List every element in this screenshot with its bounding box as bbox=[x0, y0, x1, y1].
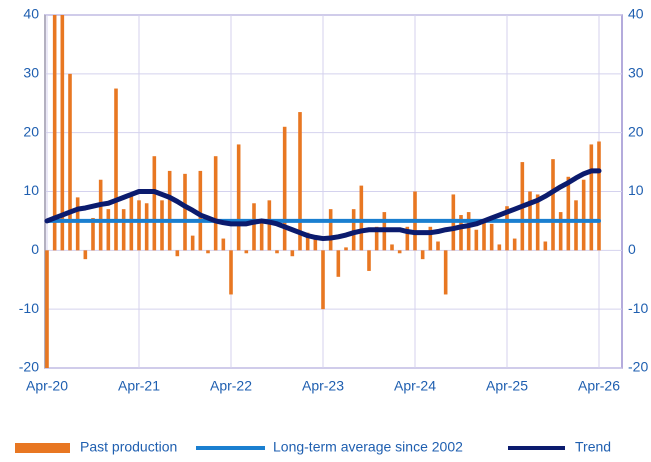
bar bbox=[121, 209, 126, 251]
bar bbox=[589, 144, 594, 251]
bar bbox=[259, 220, 264, 251]
bar bbox=[574, 200, 578, 251]
x-tick-label: Apr-21 bbox=[118, 378, 160, 394]
bar bbox=[305, 232, 310, 251]
x-tick-label: Apr-23 bbox=[302, 378, 344, 394]
bar bbox=[282, 126, 287, 251]
bar bbox=[198, 170, 203, 251]
bar bbox=[144, 203, 149, 251]
bar bbox=[60, 15, 65, 251]
bar bbox=[236, 144, 241, 251]
bar bbox=[581, 179, 586, 251]
y2-tick-label: 10 bbox=[628, 182, 644, 198]
bar bbox=[351, 209, 356, 251]
bar bbox=[267, 200, 272, 251]
bar bbox=[167, 170, 172, 251]
bar bbox=[152, 156, 157, 251]
y-tick-label: 30 bbox=[23, 65, 39, 81]
y-tick-label: 0 bbox=[31, 241, 39, 257]
bar bbox=[137, 200, 141, 251]
y2-tick-label: 40 bbox=[628, 6, 644, 22]
bar bbox=[98, 179, 103, 251]
bar bbox=[367, 250, 371, 271]
bar bbox=[221, 238, 226, 251]
bar bbox=[160, 200, 164, 251]
bar bbox=[344, 247, 348, 251]
y2-tick-label: 0 bbox=[628, 241, 636, 257]
bar bbox=[543, 241, 548, 251]
legend-swatch bbox=[15, 443, 70, 453]
legend-label: Past production bbox=[80, 439, 177, 455]
bar bbox=[328, 209, 333, 251]
y2-tick-label: -20 bbox=[628, 359, 648, 375]
y2-tick-label: 20 bbox=[628, 123, 644, 139]
bar bbox=[45, 250, 49, 368]
y-tick-label: 40 bbox=[23, 6, 39, 22]
bar bbox=[474, 229, 479, 251]
line bbox=[44, 168, 602, 242]
bar bbox=[321, 250, 325, 310]
bar bbox=[75, 197, 80, 251]
bar bbox=[459, 215, 463, 251]
bar bbox=[390, 244, 394, 251]
bar bbox=[420, 250, 425, 260]
bar bbox=[175, 250, 180, 257]
bar bbox=[436, 241, 440, 251]
bar bbox=[68, 73, 72, 251]
bar bbox=[397, 250, 402, 254]
bar bbox=[244, 250, 249, 254]
bar bbox=[229, 250, 233, 295]
legend-label: Trend bbox=[575, 439, 611, 455]
bar bbox=[566, 176, 571, 251]
bar bbox=[405, 226, 410, 251]
x-tick-label: Apr-26 bbox=[578, 378, 620, 394]
bar bbox=[597, 141, 601, 251]
bar bbox=[183, 173, 187, 251]
bar bbox=[298, 112, 302, 251]
bar bbox=[505, 206, 509, 251]
x-tick-label: Apr-24 bbox=[394, 378, 436, 394]
bar bbox=[275, 250, 279, 254]
bar bbox=[290, 250, 295, 257]
bar bbox=[252, 203, 256, 251]
legend-label: Long-term average since 2002 bbox=[273, 439, 463, 455]
bar bbox=[359, 185, 364, 251]
bar bbox=[52, 15, 57, 251]
bar bbox=[558, 212, 563, 251]
bar bbox=[551, 159, 555, 251]
bar bbox=[91, 217, 95, 251]
y-tick-label: 20 bbox=[23, 123, 39, 139]
bar bbox=[482, 220, 486, 251]
x-tick-label: Apr-25 bbox=[486, 378, 528, 394]
bar bbox=[489, 223, 494, 251]
bar bbox=[336, 250, 341, 277]
bar bbox=[106, 209, 111, 251]
x-tick-label: Apr-22 bbox=[210, 378, 252, 394]
bar bbox=[497, 244, 502, 251]
x-tick-label: Apr-20 bbox=[26, 378, 68, 394]
y2-tick-label: -10 bbox=[628, 300, 648, 316]
bar bbox=[428, 226, 433, 251]
bar bbox=[443, 250, 448, 295]
y-tick-label: -20 bbox=[19, 359, 39, 375]
y2-tick-label: 30 bbox=[628, 65, 644, 81]
bar bbox=[83, 250, 88, 260]
bar bbox=[512, 238, 517, 251]
bar bbox=[313, 238, 318, 251]
bar bbox=[206, 250, 210, 254]
bar bbox=[190, 235, 195, 251]
bar bbox=[374, 226, 379, 251]
y-tick-label: -10 bbox=[19, 300, 39, 316]
bar bbox=[114, 88, 118, 251]
bar bbox=[466, 212, 471, 251]
y-tick-label: 10 bbox=[23, 182, 39, 198]
bar bbox=[213, 156, 218, 251]
